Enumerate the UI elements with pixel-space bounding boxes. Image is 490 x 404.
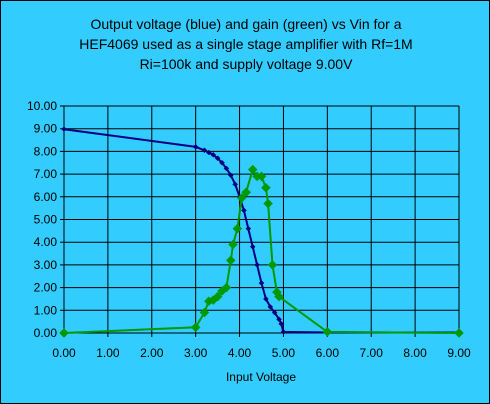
series-1-point [278, 321, 285, 327]
series-2-point [261, 182, 271, 193]
series-2-point [267, 260, 278, 270]
series-1-point [61, 126, 67, 133]
x-tick-label: 5.00 [272, 346, 296, 360]
series-1-point [276, 316, 282, 323]
series-2-point [59, 328, 69, 338]
series-1-point [271, 309, 278, 316]
series-1-point [210, 151, 217, 158]
chart-title-line-1: Output voltage (blue) and gain (green) v… [90, 16, 402, 32]
series-2-point [232, 223, 243, 234]
series-1-point [227, 172, 234, 179]
y-tick-label: 4.00 [34, 235, 58, 249]
y-tick-label: 6.00 [34, 190, 58, 204]
series-1-point [254, 262, 260, 268]
x-tick-label: 4.00 [228, 346, 252, 360]
series-2-point [199, 307, 210, 318]
series-2-point [221, 282, 232, 293]
y-tick-label: 5.00 [34, 213, 58, 227]
series-1-point [223, 165, 230, 172]
series-1-point [267, 304, 274, 310]
y-tick-label: 0.00 [34, 326, 58, 340]
x-tick-label: 9.00 [447, 346, 471, 360]
series-2-point [247, 164, 258, 175]
series-2-point [274, 291, 284, 302]
series-1-point [201, 147, 208, 154]
y-tick-label: 7.00 [34, 167, 58, 181]
x-tick-label: 7.00 [360, 346, 384, 360]
y-tick-label: 1.00 [34, 303, 58, 317]
series-1-point [214, 155, 221, 162]
series-1-point [245, 225, 252, 232]
x-tick-label: 1.00 [96, 346, 120, 360]
x-axis-label: Input Voltage [226, 370, 296, 384]
series-1-point [232, 181, 239, 188]
series-2-point [228, 239, 238, 250]
series-1-point [280, 329, 287, 335]
chart-title-line-2: HEF4069 used as a single stage amplifier… [79, 36, 413, 52]
y-tick-label: 3.00 [34, 258, 58, 272]
series-2-point [190, 322, 201, 333]
series-2-point [236, 193, 247, 203]
y-tick-label: 2.00 [34, 281, 58, 295]
series-2-point [263, 198, 273, 209]
series-2-point [212, 291, 223, 302]
x-tick-label: 0.00 [52, 346, 76, 360]
series-1-point [192, 144, 199, 150]
x-tick-label: 6.00 [316, 346, 340, 360]
series-2-point [454, 328, 464, 338]
x-tick-label: 2.00 [140, 346, 164, 360]
chart-title-line-3: Ri=100k and supply voltage 9.00V [139, 56, 353, 72]
series-2-point [241, 187, 251, 198]
y-tick-label: 10.00 [27, 99, 57, 113]
series-2-point [256, 171, 267, 182]
series-1-point [263, 296, 269, 302]
y-tick-label: 9.00 [34, 122, 58, 136]
series-2-point [322, 327, 333, 337]
series-1-point [205, 149, 212, 156]
series-1-point [241, 207, 247, 214]
series-2-point [225, 255, 236, 266]
y-tick-label: 8.00 [34, 144, 58, 158]
x-tick-label: 3.00 [184, 346, 208, 360]
series-1-point [249, 243, 256, 250]
series-1-point [219, 159, 225, 166]
series-1-point [258, 280, 265, 286]
x-tick-label: 8.00 [403, 346, 427, 360]
